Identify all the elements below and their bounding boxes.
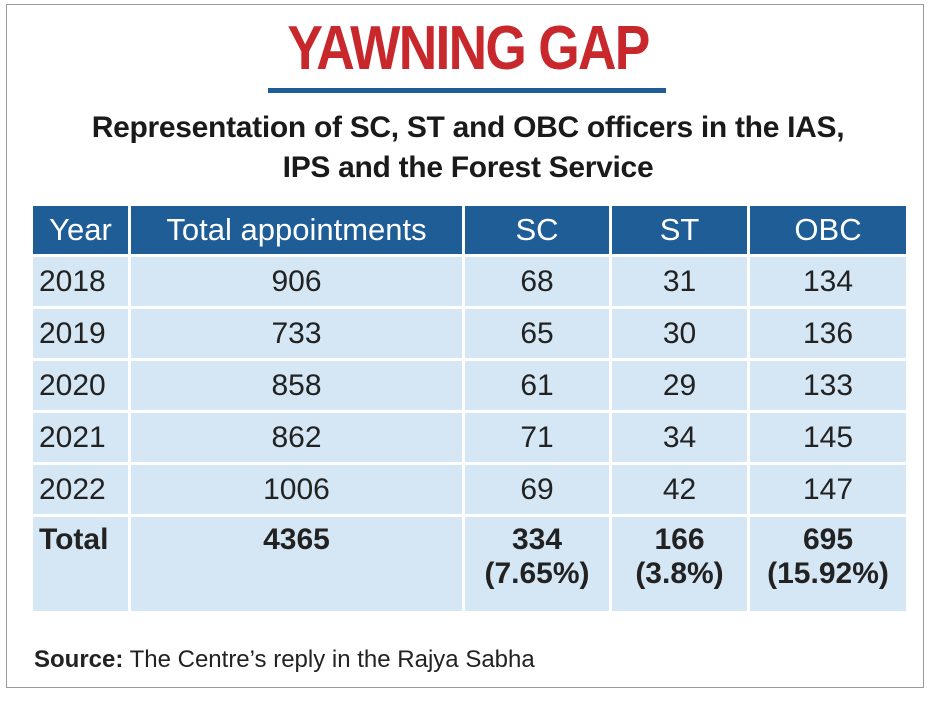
total-label: Total [33, 517, 128, 611]
table-row: 2019 733 65 30 136 [33, 309, 906, 358]
total-sc-percent: (7.65%) [484, 557, 590, 590]
total-obc-value: 695 [802, 523, 854, 556]
subtitle-line-1: Representation of SC, ST and OBC officer… [91, 111, 845, 144]
header-st: ST [612, 206, 747, 254]
total-sc: 334 (7.65%) [465, 517, 609, 611]
cell-obc: 147 [750, 465, 906, 514]
total-appointments: 4365 [131, 517, 462, 611]
cell-total: 862 [131, 413, 462, 462]
cell-st: 34 [612, 413, 747, 462]
table-row: 2022 1006 69 42 147 [33, 465, 906, 514]
cell-year: 2021 [33, 413, 128, 462]
title-underline [268, 88, 666, 93]
total-st-percent: (3.8%) [635, 557, 724, 590]
header-sc: SC [465, 206, 609, 254]
cell-total: 906 [131, 257, 462, 306]
cell-obc: 136 [750, 309, 906, 358]
table-row: 2020 858 61 29 133 [33, 361, 906, 410]
cell-obc: 133 [750, 361, 906, 410]
cell-sc: 65 [465, 309, 609, 358]
header-total-appointments: Total appointments [131, 206, 462, 254]
cell-obc: 145 [750, 413, 906, 462]
cell-total: 858 [131, 361, 462, 410]
source-note: Source: The Centre’s reply in the Rajya … [34, 646, 535, 674]
table-row: 2021 862 71 34 145 [33, 413, 906, 462]
cell-year: 2019 [33, 309, 128, 358]
header-year: Year [33, 206, 128, 254]
cell-total: 1006 [131, 465, 462, 514]
source-label: Source: [34, 646, 124, 673]
cell-total: 733 [131, 309, 462, 358]
figure-subtitle: Representation of SC, ST and OBC officer… [0, 108, 936, 188]
cell-sc: 68 [465, 257, 609, 306]
subtitle-line-2: IPS and the Forest Service [282, 151, 654, 184]
total-obc: 695 (15.92%) [750, 517, 906, 611]
total-st: 166 (3.8%) [612, 517, 747, 611]
header-obc: OBC [750, 206, 906, 254]
cell-st: 42 [612, 465, 747, 514]
cell-year: 2018 [33, 257, 128, 306]
cell-st: 30 [612, 309, 747, 358]
cell-obc: 134 [750, 257, 906, 306]
cell-sc: 61 [465, 361, 609, 410]
source-text: The Centre’s reply in the Rajya Sabha [129, 646, 535, 673]
cell-year: 2020 [33, 361, 128, 410]
cell-year: 2022 [33, 465, 128, 514]
cell-sc: 69 [465, 465, 609, 514]
table-row: 2018 906 68 31 134 [33, 257, 906, 306]
cell-sc: 71 [465, 413, 609, 462]
total-sc-value: 334 [511, 523, 563, 556]
cell-st: 29 [612, 361, 747, 410]
data-table: Year Total appointments SC ST OBC 2018 9… [30, 203, 909, 614]
cell-st: 31 [612, 257, 747, 306]
figure-title: YAWNING GAP [287, 14, 650, 83]
header-row: Year Total appointments SC ST OBC [33, 206, 906, 254]
total-row: Total 4365 334 (7.65%) 166 (3.8%) 695 (1… [33, 517, 906, 611]
total-st-value: 166 [654, 523, 705, 556]
total-obc-percent: (15.92%) [767, 557, 889, 590]
